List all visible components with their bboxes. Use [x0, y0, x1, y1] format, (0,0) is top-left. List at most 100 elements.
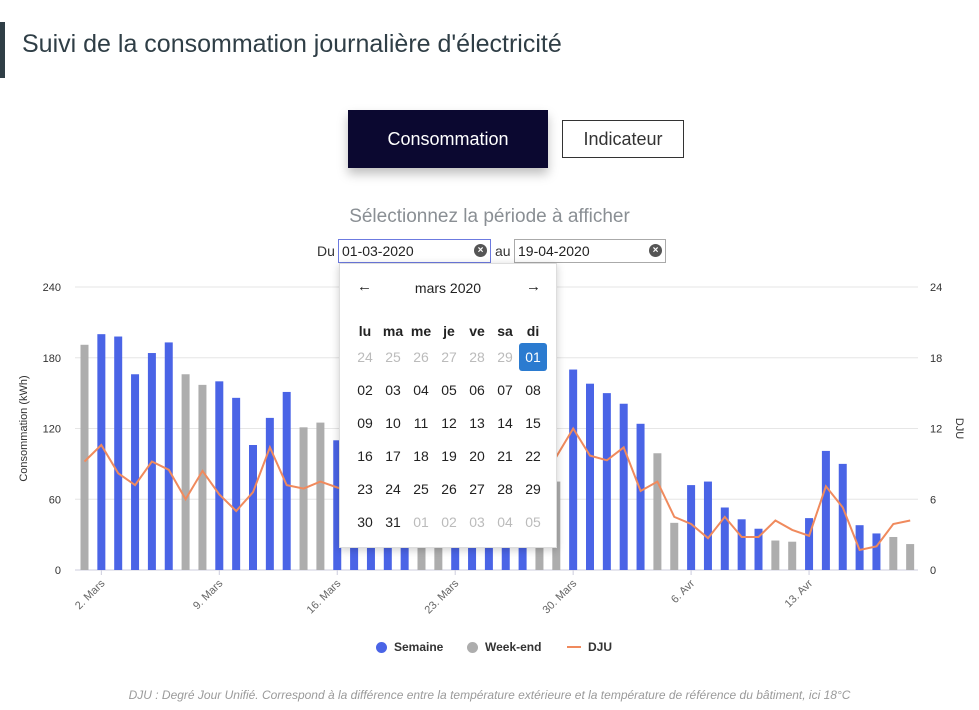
- datepicker-day[interactable]: 22: [525, 448, 541, 464]
- y2-tick-label: 6: [930, 494, 936, 506]
- x-tick-label: 30. Mars: [541, 577, 580, 616]
- datepicker-day[interactable]: 18: [413, 448, 429, 464]
- x-tick-label: 9. Mars: [191, 577, 226, 612]
- bar-semaine: [838, 463, 847, 570]
- tab-consommation-button[interactable]: Consommation: [348, 110, 548, 168]
- datepicker-day[interactable]: 29: [525, 481, 541, 497]
- datepicker-day[interactable]: 26: [441, 481, 457, 497]
- date-from-input[interactable]: [338, 239, 491, 263]
- datepicker-day[interactable]: 07: [497, 382, 513, 398]
- datepicker-day[interactable]: 04: [413, 382, 429, 398]
- datepicker-day[interactable]: 02: [357, 382, 373, 398]
- clear-to-icon[interactable]: ×: [649, 244, 662, 257]
- bar-week-end: [670, 522, 679, 570]
- date-to-input[interactable]: [514, 239, 666, 263]
- datepicker-day[interactable]: 14: [497, 415, 513, 431]
- y-axis-label: Consommation (kWh): [18, 375, 30, 481]
- datepicker-day[interactable]: 24: [385, 481, 401, 497]
- datepicker-day[interactable]: 06: [469, 382, 485, 398]
- legend-semaine-marker: [376, 641, 387, 653]
- bar-semaine: [737, 519, 746, 570]
- prev-month-arrow-icon[interactable]: ←: [357, 278, 372, 295]
- bar-semaine: [114, 336, 123, 570]
- datepicker-day[interactable]: 25: [413, 481, 429, 497]
- y2-tick-label: 0: [930, 565, 936, 577]
- tab-indicateur-button[interactable]: Indicateur: [562, 120, 684, 158]
- x-tick-label: 2. Mars: [73, 577, 108, 612]
- datepicker-day[interactable]: 26: [413, 349, 429, 365]
- datepicker-day[interactable]: 15: [525, 415, 541, 431]
- bar-semaine: [720, 507, 729, 570]
- bar-week-end: [788, 541, 797, 570]
- weekday-header: lu: [358, 323, 372, 339]
- bar-semaine: [265, 417, 274, 570]
- datepicker-month-title[interactable]: mars 2020: [414, 280, 482, 296]
- datepicker-day[interactable]: 05: [441, 382, 457, 398]
- next-month-arrow-icon[interactable]: →: [526, 278, 541, 295]
- bar-week-end: [181, 374, 190, 570]
- datepicker-day[interactable]: 16: [357, 448, 373, 464]
- bar-week-end: [80, 344, 89, 570]
- datepicker-day[interactable]: 21: [497, 448, 513, 464]
- bar-semaine: [164, 342, 173, 570]
- legend-item-dju[interactable]: DJU: [567, 640, 612, 654]
- datepicker-day[interactable]: 28: [497, 481, 513, 497]
- bar-semaine: [282, 391, 291, 570]
- y-tick-label: 0: [55, 565, 61, 577]
- datepicker-day[interactable]: 25: [385, 349, 401, 365]
- datepicker-day[interactable]: 03: [385, 382, 401, 398]
- datepicker-day[interactable]: 23: [357, 481, 373, 497]
- bar-semaine: [232, 397, 241, 570]
- y-tick-label: 60: [49, 494, 61, 506]
- y2-tick-label: 12: [930, 424, 942, 436]
- y2-axis-label: DJU: [953, 418, 965, 439]
- dju-footnote: DJU : Degré Jour Unifié. Correspond à la…: [128, 688, 851, 702]
- datepicker-day[interactable]: 20: [469, 448, 485, 464]
- datepicker-day[interactable]: 27: [441, 349, 457, 365]
- to-label: au: [495, 243, 511, 259]
- datepicker-day[interactable]: 13: [469, 415, 485, 431]
- weekday-header: ve: [469, 323, 485, 339]
- x-tick-label: 16. Mars: [305, 577, 344, 616]
- datepicker-header: ← mars 2020 →: [340, 278, 556, 298]
- legend-item-week-end[interactable]: Week-end: [467, 640, 541, 654]
- datepicker-day[interactable]: 12: [441, 415, 457, 431]
- datepicker-day[interactable]: 27: [469, 481, 485, 497]
- clear-from-icon[interactable]: ×: [474, 244, 487, 257]
- datepicker-day[interactable]: 03: [469, 514, 485, 530]
- datepicker-selected-day[interactable]: 01: [519, 343, 547, 371]
- datepicker-day[interactable]: 28: [469, 349, 485, 365]
- datepicker-day[interactable]: 30: [357, 514, 373, 530]
- datepicker-popup: ← mars 2020 → lu ma me je ve sa di 24 25 26 27 28 29…: [339, 263, 557, 548]
- title-accent-bar: [0, 22, 5, 78]
- datepicker-day[interactable]: 31: [385, 514, 401, 530]
- y2-tick-label: 24: [930, 282, 942, 294]
- datepicker-day[interactable]: 11: [413, 415, 429, 431]
- bar-semaine: [215, 381, 224, 570]
- datepicker-day[interactable]: 29: [497, 349, 513, 365]
- legend-dju-marker: [567, 646, 581, 648]
- bar-week-end: [653, 453, 662, 570]
- datepicker-day[interactable]: 01: [413, 514, 429, 530]
- weekday-header: di: [526, 323, 540, 339]
- x-tick-label: 23. Mars: [423, 577, 462, 616]
- bar-week-end: [316, 422, 325, 570]
- datepicker-day[interactable]: 04: [497, 514, 513, 530]
- bar-semaine: [754, 528, 763, 570]
- datepicker-day[interactable]: 08: [525, 382, 541, 398]
- datepicker-day[interactable]: 10: [385, 415, 401, 431]
- period-subtitle: Sélectionnez la période à afficher: [349, 206, 630, 227]
- weekday-header: ma: [382, 323, 404, 339]
- datepicker-day[interactable]: 17: [385, 448, 401, 464]
- datepicker-day[interactable]: 05: [525, 514, 541, 530]
- datepicker-day[interactable]: 09: [357, 415, 373, 431]
- bar-semaine: [703, 481, 712, 570]
- legend-item-semaine[interactable]: Semaine: [376, 640, 443, 654]
- bar-semaine: [131, 374, 140, 570]
- datepicker-day[interactable]: 24: [357, 349, 373, 365]
- datepicker-day[interactable]: 02: [441, 514, 457, 530]
- x-tick-label: 13. Avr: [783, 577, 816, 610]
- y-tick-label: 120: [43, 424, 61, 436]
- bar-semaine: [333, 440, 342, 570]
- datepicker-day[interactable]: 19: [441, 448, 457, 464]
